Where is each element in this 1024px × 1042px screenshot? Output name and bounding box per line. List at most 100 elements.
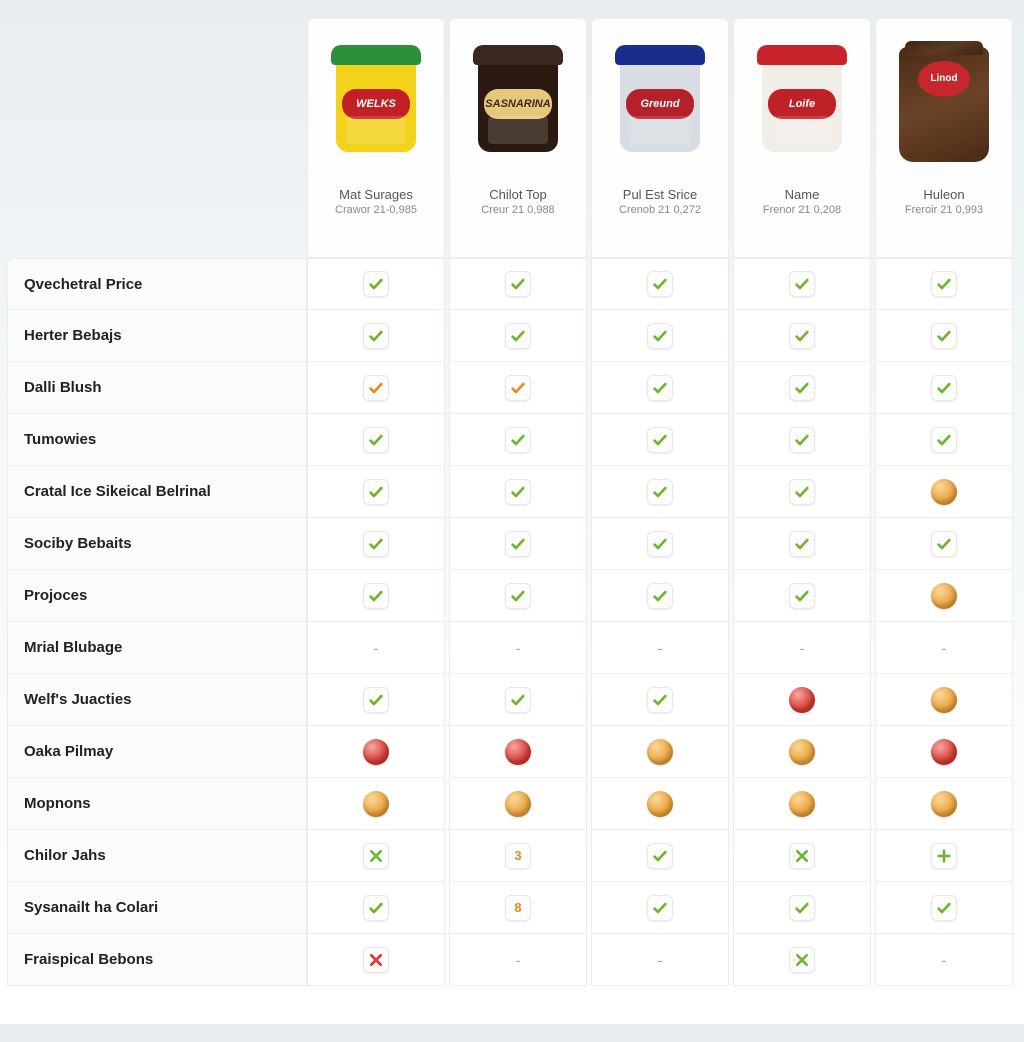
check-icon xyxy=(505,427,531,453)
feature-cell: - xyxy=(449,622,587,674)
dash-icon: - xyxy=(942,640,947,656)
check-icon xyxy=(931,375,957,401)
check-icon xyxy=(363,271,389,297)
feature-cell xyxy=(733,934,871,986)
feature-row-label: Fraispical Bebons xyxy=(7,934,307,986)
check-icon xyxy=(505,687,531,713)
product-subtitle: Creur 21 0,988 xyxy=(481,204,554,216)
check-icon xyxy=(363,895,389,921)
check-icon xyxy=(931,895,957,921)
product-header[interactable]: Loife Name Frenor 21 0,208 xyxy=(733,18,871,258)
product-header[interactable]: Linod Huleon Freroir 21 0,993 xyxy=(875,18,1013,258)
feature-cell: - xyxy=(449,934,587,986)
feature-cell xyxy=(307,674,445,726)
check-icon xyxy=(931,427,957,453)
check-icon xyxy=(647,375,673,401)
check-icon xyxy=(647,531,673,557)
feature-cell xyxy=(875,726,1013,778)
feature-cell: - xyxy=(733,622,871,674)
ball-icon xyxy=(647,791,673,817)
product-image: Linod xyxy=(889,29,999,179)
product-name: Chilot Top xyxy=(489,187,547,202)
ball-icon xyxy=(931,739,957,765)
feature-cell xyxy=(875,518,1013,570)
check-icon xyxy=(931,271,957,297)
feature-cell xyxy=(307,726,445,778)
feature-cell xyxy=(875,570,1013,622)
feature-cell xyxy=(449,518,587,570)
product-header[interactable]: WELKS Mat Surages Crawor 21-0,985 xyxy=(307,18,445,258)
ball-icon xyxy=(789,739,815,765)
product-header[interactable]: Greund Pul Est Srice Crenob 21 0,272 xyxy=(591,18,729,258)
feature-row-label: Qvechetral Price xyxy=(7,258,307,310)
ball-icon xyxy=(647,739,673,765)
check-icon xyxy=(647,687,673,713)
feature-cell xyxy=(307,414,445,466)
feature-cell xyxy=(307,778,445,830)
product-name: Pul Est Srice xyxy=(623,187,697,202)
check-icon xyxy=(789,375,815,401)
feature-cell xyxy=(307,466,445,518)
check-icon xyxy=(789,531,815,557)
feature-cell xyxy=(307,570,445,622)
ball-icon xyxy=(931,687,957,713)
plus-icon xyxy=(931,843,957,869)
check-icon xyxy=(647,271,673,297)
feature-cell xyxy=(307,362,445,414)
dash-icon: - xyxy=(800,640,805,656)
feature-cell xyxy=(733,830,871,882)
feature-cell xyxy=(591,258,729,310)
check-icon xyxy=(789,427,815,453)
check-icon xyxy=(931,531,957,557)
ball-icon xyxy=(505,739,531,765)
feature-cell xyxy=(591,518,729,570)
check-icon xyxy=(789,479,815,505)
feature-cell xyxy=(591,830,729,882)
check-icon xyxy=(789,323,815,349)
feature-cell xyxy=(733,414,871,466)
feature-cell xyxy=(733,882,871,934)
feature-cell xyxy=(591,362,729,414)
feature-row-label: Sysanailt ha Colari xyxy=(7,882,307,934)
feature-cell xyxy=(733,778,871,830)
feature-cell: 8 xyxy=(449,882,587,934)
product-header[interactable]: SASNARINA Chilot Top Creur 21 0,988 xyxy=(449,18,587,258)
feature-row-label: Oaka Pilmay xyxy=(7,726,307,778)
dash-icon: - xyxy=(658,952,663,968)
check-icon xyxy=(505,531,531,557)
feature-cell xyxy=(449,570,587,622)
check-icon xyxy=(363,531,389,557)
feature-cell xyxy=(733,258,871,310)
check-icon xyxy=(789,271,815,297)
feature-cell xyxy=(591,310,729,362)
product-name: Name xyxy=(785,187,820,202)
comparison-table: WELKS Mat Surages Crawor 21-0,985 SASNAR… xyxy=(7,18,1017,986)
feature-cell xyxy=(591,414,729,466)
x-icon xyxy=(789,947,815,973)
feature-cell xyxy=(591,726,729,778)
feature-cell xyxy=(733,570,871,622)
check-icon xyxy=(505,479,531,505)
check-icon xyxy=(363,323,389,349)
x-icon xyxy=(789,843,815,869)
product-image: SASNARINA xyxy=(463,29,573,179)
feature-cell xyxy=(875,882,1013,934)
feature-cell xyxy=(307,830,445,882)
number-badge: 3 xyxy=(505,843,531,869)
feature-cell xyxy=(591,570,729,622)
ball-icon xyxy=(789,791,815,817)
feature-cell xyxy=(733,726,871,778)
feature-cell: - xyxy=(591,622,729,674)
feature-cell xyxy=(307,882,445,934)
feature-cell xyxy=(449,362,587,414)
feature-cell xyxy=(307,310,445,362)
ball-icon xyxy=(789,687,815,713)
check-icon xyxy=(789,895,815,921)
feature-cell xyxy=(449,466,587,518)
feature-row-label: Projoces xyxy=(7,570,307,622)
feature-cell xyxy=(733,466,871,518)
dash-icon: - xyxy=(942,952,947,968)
product-subtitle: Crawor 21-0,985 xyxy=(335,204,417,216)
check-icon xyxy=(789,583,815,609)
ball-icon xyxy=(931,791,957,817)
